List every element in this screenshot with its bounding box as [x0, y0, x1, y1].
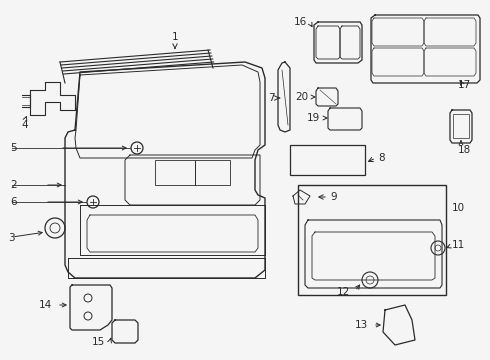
Text: 4: 4	[22, 120, 28, 130]
Text: 3: 3	[8, 233, 15, 243]
Text: 5: 5	[10, 143, 17, 153]
Text: 16: 16	[294, 17, 307, 27]
Text: 9: 9	[330, 192, 337, 202]
Text: 18: 18	[458, 145, 471, 155]
Text: 17: 17	[458, 80, 471, 90]
Text: 8: 8	[378, 153, 385, 163]
Text: 15: 15	[92, 337, 105, 347]
Text: 7: 7	[269, 93, 275, 103]
Text: 1: 1	[172, 32, 178, 42]
Text: 10: 10	[452, 203, 465, 213]
Text: 13: 13	[355, 320, 368, 330]
Text: 2: 2	[10, 180, 17, 190]
Text: 14: 14	[39, 300, 52, 310]
Text: 6: 6	[10, 197, 17, 207]
Text: 19: 19	[307, 113, 320, 123]
Text: 11: 11	[452, 240, 465, 250]
Text: 12: 12	[337, 287, 350, 297]
Text: 20: 20	[295, 92, 308, 102]
